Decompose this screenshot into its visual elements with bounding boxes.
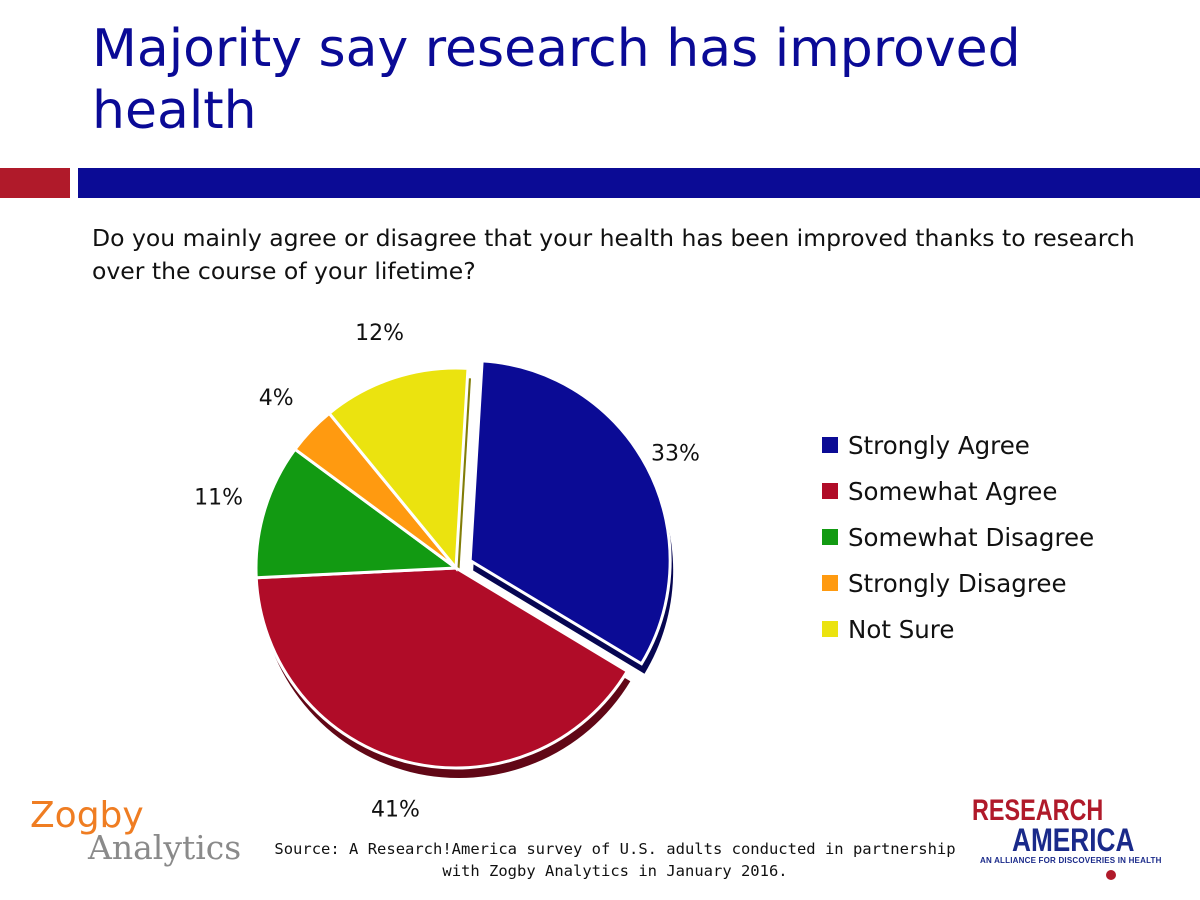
- legend-item: Strongly Agree: [822, 422, 1094, 468]
- pie-slice-somewhat-disagree: [254, 447, 461, 580]
- source-note: Source: A Research!America survey of U.S…: [270, 838, 960, 882]
- legend-label: Somewhat Agree: [848, 476, 1058, 506]
- pie-data-label: 33%: [651, 442, 700, 467]
- pie-data-label: 4%: [259, 386, 294, 411]
- legend-item: Strongly Disagree: [822, 560, 1094, 606]
- accent-bar-red: [0, 168, 70, 198]
- legend-label: Not Sure: [848, 614, 955, 644]
- ra-logo-line1: RESEARCH: [972, 794, 1104, 827]
- survey-question: Do you mainly agree or disagree that you…: [92, 224, 1135, 285]
- legend-label: Strongly Disagree: [848, 568, 1067, 598]
- pie-data-label: 41%: [371, 797, 420, 820]
- legend-item: Somewhat Agree: [822, 468, 1094, 514]
- legend-swatch: [822, 575, 838, 591]
- ra-logo-line2: AMERICA: [1012, 822, 1135, 858]
- zogby-analytics-logo: Zogby Analytics: [30, 796, 260, 876]
- legend-swatch: [822, 621, 838, 637]
- source-line-1: Source: A Research!America survey of U.S…: [274, 840, 956, 858]
- pie-slice-strongly-agree: [468, 359, 672, 666]
- chart-legend: Strongly Agree Somewhat Agree Somewhat D…: [822, 422, 1094, 652]
- research-america-logo: RESEARCH AMERICA AN ALLIANCE FOR DISCOVE…: [972, 794, 1182, 884]
- legend-swatch: [822, 437, 838, 453]
- legend-swatch: [822, 529, 838, 545]
- accent-bar-blue: [78, 168, 1200, 198]
- ra-logo-dot: [1106, 870, 1116, 880]
- legend-item: Somewhat Disagree: [822, 514, 1094, 560]
- pie-slice-somewhat-agree: [254, 566, 630, 770]
- source-line-2: with Zogby Analytics in January 2016.: [442, 862, 788, 880]
- pie-data-label: 12%: [355, 321, 404, 346]
- page-title: Majority say research has improved healt…: [92, 19, 1021, 141]
- zogby-logo-text: Zogby: [30, 795, 144, 836]
- pie-slice-not-sure: [327, 366, 470, 572]
- legend-label: Strongly Agree: [848, 430, 1030, 460]
- legend-item: Not Sure: [822, 606, 1094, 652]
- legend-label: Somewhat Disagree: [848, 522, 1095, 552]
- pie-chart: 33% 41% 11% 4% 12%: [194, 321, 700, 820]
- ra-logo-tagline: AN ALLIANCE FOR DISCOVERIES IN HEALTH: [980, 856, 1162, 865]
- legend-swatch: [822, 483, 838, 499]
- pie-data-label: 11%: [194, 485, 243, 510]
- analytics-logo-text: Analytics: [88, 828, 242, 867]
